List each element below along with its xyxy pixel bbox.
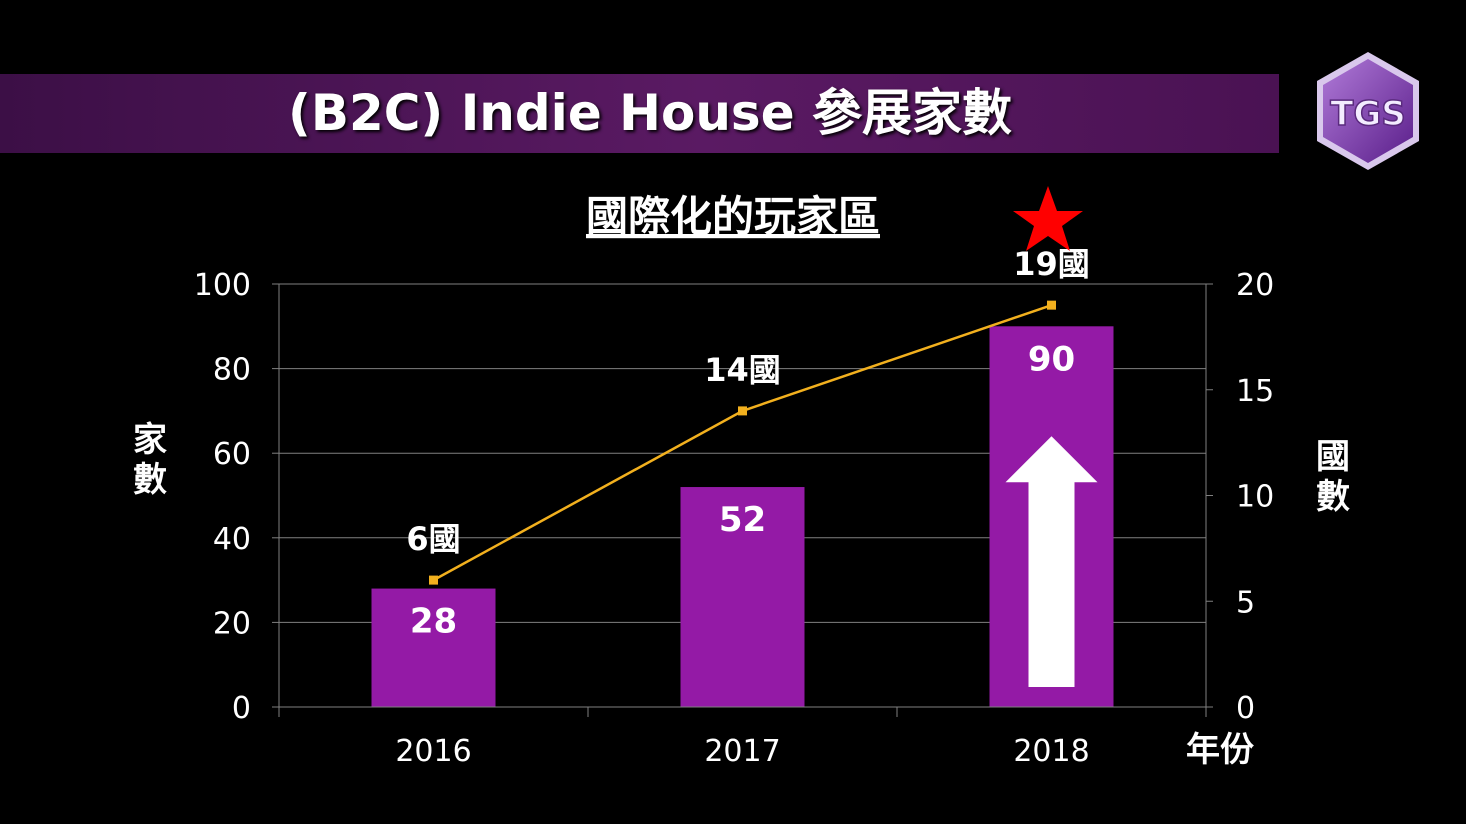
x-axis-title: 年份 — [1186, 730, 1254, 770]
page-title: (B2C) Indie House 參展家數 — [287, 84, 1013, 142]
bar-value-label: 90 — [1028, 339, 1075, 379]
y-axis-left-title: 家數 — [133, 420, 167, 500]
bar — [371, 588, 496, 707]
bar — [680, 487, 805, 707]
y-right-tick-label: 5 — [1236, 585, 1255, 620]
logo-text: TGS — [1330, 94, 1406, 134]
line-marker — [738, 406, 747, 416]
tgs-logo-icon: TGS — [1317, 52, 1419, 170]
title-banner: (B2C) Indie House 參展家數 — [0, 74, 1279, 153]
y-left-tick-label: 100 — [194, 268, 251, 303]
y-axis-right-title: 國數 — [1316, 437, 1350, 517]
y-left-tick-label: 60 — [213, 437, 251, 472]
x-tick-label: 2018 — [1013, 734, 1089, 769]
y-right-tick-label: 15 — [1236, 374, 1274, 409]
y-left-tick-label: 0 — [232, 691, 251, 726]
line-value-label: 19國 — [1013, 245, 1090, 283]
x-tick-label: 2017 — [704, 734, 780, 769]
y-right-tick-label: 10 — [1236, 480, 1274, 515]
up-arrow-icon — [1005, 436, 1098, 687]
y-left-tick-label: 40 — [213, 522, 251, 557]
y-right-tick-label: 20 — [1236, 268, 1274, 303]
x-tick-label: 2016 — [395, 734, 471, 769]
y-left-tick-label: 20 — [213, 606, 251, 641]
line-marker — [1047, 300, 1056, 310]
line-marker — [429, 575, 438, 585]
arrow-layer — [1005, 436, 1098, 687]
y-left-tick-label: 80 — [213, 353, 251, 388]
line-series — [429, 300, 1056, 585]
axes: 0 20 40 60 80 100 0 5 10 15 20 2016 2017 2018 — [194, 268, 1274, 769]
bar-value-label: 52 — [719, 500, 766, 540]
bar-value-label: 28 — [410, 602, 457, 642]
chart-title: 國際化的玩家區 — [586, 192, 880, 241]
star-icon — [1013, 186, 1083, 251]
data-labels: 28 52 90 6國 14國 19國 — [406, 245, 1089, 641]
line-value-label: 14國 — [704, 351, 781, 389]
y-right-tick-label: 0 — [1236, 691, 1255, 726]
line-value-label: 6國 — [406, 520, 460, 558]
